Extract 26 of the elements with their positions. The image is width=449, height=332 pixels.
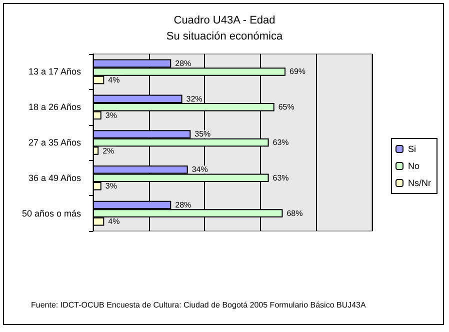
data-label: 34% xyxy=(192,165,208,174)
data-label: 4% xyxy=(108,217,120,226)
legend-label: No xyxy=(408,161,420,171)
y-tick-label: 13 a 17 Años xyxy=(28,66,82,77)
data-label: 63% xyxy=(272,138,289,147)
data-label: 68% xyxy=(286,208,303,218)
data-label: 3% xyxy=(105,182,117,191)
data-label: 32% xyxy=(186,94,202,104)
data-label: 28% xyxy=(175,58,192,68)
y-tick-label: 18 a 26 Años xyxy=(28,102,82,112)
data-label: 4% xyxy=(108,75,120,84)
data-label: 65% xyxy=(278,102,294,112)
y-tick-label: 50 años o más xyxy=(22,208,82,218)
y-tick-label: 27 a 35 Años xyxy=(28,138,82,148)
legend-label: Si xyxy=(408,144,416,154)
chart-subtitle: Su situación económica xyxy=(166,30,284,42)
data-label: 2% xyxy=(102,146,114,156)
source-note: Fuente: IDCT-OCUB Encuesta de Cultura: Ciudad de Bogotá 2005 Formulario Básico BUJ43A xyxy=(31,300,366,310)
data-label: 3% xyxy=(105,110,117,120)
data-label: 28% xyxy=(175,200,192,210)
legend-label: Ns/Nr xyxy=(408,178,432,188)
chart-title: Cuadro U43A - Edad xyxy=(174,14,276,26)
y-tick-label: 36 a 49 Años xyxy=(28,172,82,183)
data-label: 35% xyxy=(194,130,211,139)
data-label: 63% xyxy=(272,173,289,182)
data-label: 69% xyxy=(290,67,306,76)
